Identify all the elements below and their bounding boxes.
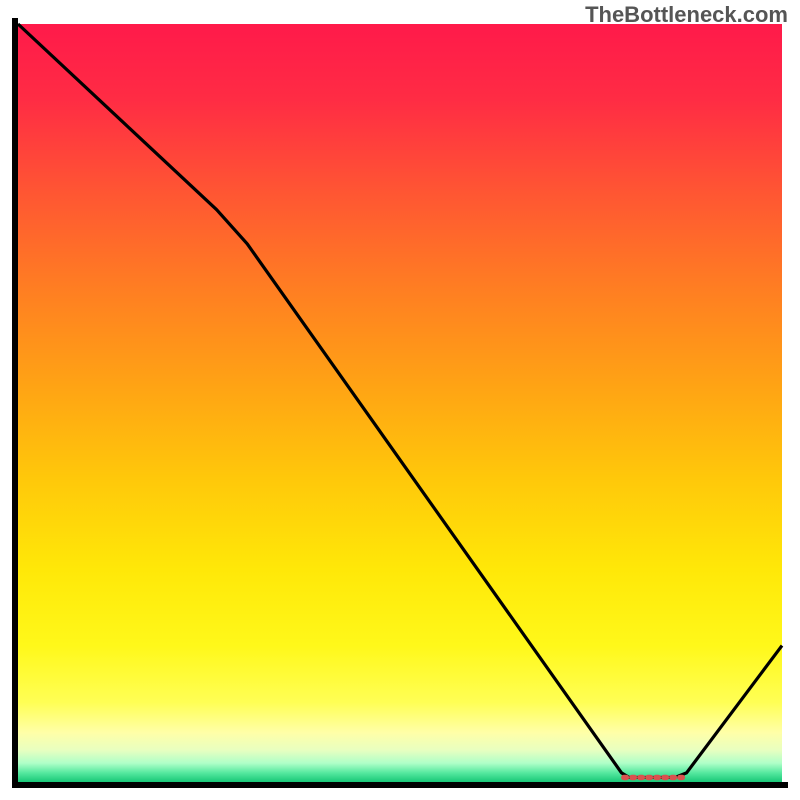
- gradient-background: [18, 24, 782, 782]
- axis-bottom: [12, 782, 788, 788]
- axis-left: [12, 18, 18, 788]
- chart-container: TheBottleneck.com: [0, 0, 800, 800]
- watermark-text: TheBottleneck.com: [585, 2, 788, 28]
- bottleneck-chart: [0, 0, 800, 800]
